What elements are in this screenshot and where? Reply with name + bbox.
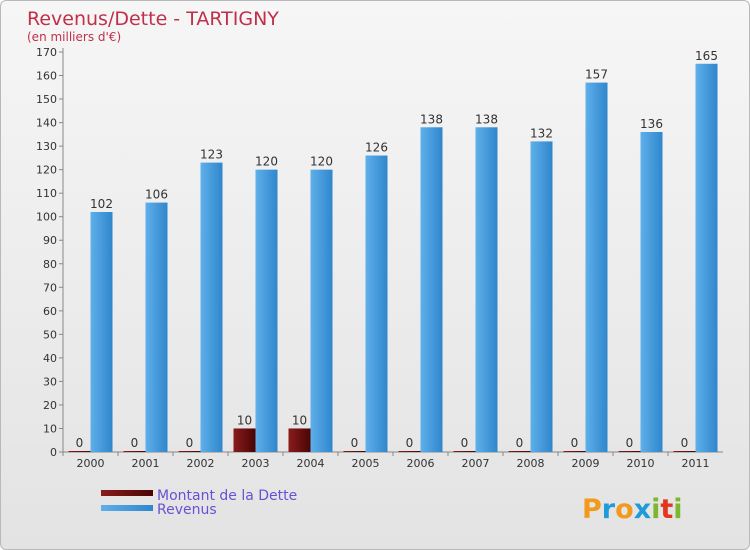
bar-debt	[68, 451, 91, 452]
data-label-revenue: 136	[640, 117, 663, 131]
data-label-revenue: 120	[310, 155, 333, 169]
x-tick-label: 2001	[132, 457, 160, 470]
x-tick-label: 2002	[187, 457, 215, 470]
legend-swatch-debt	[101, 490, 153, 496]
data-label-revenue: 138	[475, 112, 498, 126]
bar-revenue	[200, 162, 223, 452]
bar-debt	[508, 451, 531, 452]
data-label-debt: 0	[76, 436, 84, 450]
bar-revenue	[420, 127, 443, 452]
legend-label-revenue: Revenus	[157, 502, 217, 518]
y-tick-label: 0	[50, 446, 57, 459]
y-tick-label: 140	[36, 117, 57, 130]
logo-letter: o	[615, 494, 634, 525]
logo-letter: x	[634, 494, 651, 525]
legend-label-debt: Montant de la Dette	[157, 488, 297, 504]
y-tick-label: 40	[43, 352, 57, 365]
bar-revenue	[640, 132, 663, 452]
x-tick-label: 2006	[407, 457, 435, 470]
y-tick-label: 100	[36, 211, 57, 224]
bar-revenue	[90, 212, 113, 452]
bar-revenue	[695, 63, 718, 452]
data-label-revenue: 157	[585, 68, 608, 82]
bar-revenue	[475, 127, 498, 452]
x-tick-label: 2007	[462, 457, 490, 470]
bar-revenue	[365, 155, 388, 452]
bar-debt	[178, 451, 201, 452]
y-tick-label: 70	[43, 281, 57, 294]
data-label-debt: 0	[681, 436, 689, 450]
logo-letter: t	[660, 494, 673, 525]
bar-debt	[233, 428, 256, 452]
bar-debt	[673, 451, 696, 452]
data-label-revenue: 102	[90, 197, 113, 211]
bar-revenue	[585, 82, 608, 453]
x-ticks: 2000 2001 2002 2003 2004 2005 2006 2007 2008 2009…	[62, 452, 710, 470]
bar-debt	[288, 428, 311, 452]
data-label-revenue: 123	[200, 148, 223, 162]
x-tick-label: 2000	[77, 457, 105, 470]
y-tick-label: 110	[36, 187, 57, 200]
bar-revenue	[310, 169, 333, 452]
bar-revenue	[145, 202, 168, 452]
y-tick-label: 80	[43, 258, 57, 271]
data-label-debt: 0	[461, 436, 469, 450]
bars: 0 102 0 106 0 123 10 120 10 120 0 126 0 138 0 138 0 132 0 1…	[68, 49, 718, 453]
y-tick-label: 60	[43, 305, 57, 318]
x-tick-label: 2009	[572, 457, 600, 470]
y-tick-label: 20	[43, 399, 57, 412]
data-label-revenue: 138	[420, 112, 443, 126]
y-tick-label: 160	[36, 70, 57, 83]
bar-revenue	[255, 169, 278, 452]
x-tick-label: 2004	[297, 457, 325, 470]
data-label-revenue: 165	[695, 49, 718, 63]
bar-debt	[618, 451, 641, 452]
y-tick-label: 90	[43, 234, 57, 247]
data-label-debt: 0	[186, 436, 194, 450]
chart-title: Revenus/Dette - TARTIGNY	[27, 8, 279, 30]
logo-letter: P	[582, 494, 602, 525]
logo-letter: r	[602, 494, 616, 525]
x-tick-label: 2010	[627, 457, 655, 470]
legend: Montant de la Dette Revenus	[101, 488, 297, 518]
logo-letter: i	[651, 494, 660, 525]
y-tick-label: 10	[43, 422, 57, 435]
data-label-debt: 10	[292, 413, 307, 427]
data-label-debt: 0	[131, 436, 139, 450]
x-tick-label: 2003	[242, 457, 270, 470]
y-tick-label: 150	[36, 93, 57, 106]
y-tick-label: 120	[36, 164, 57, 177]
bar-debt	[563, 451, 586, 452]
chart-subtitle: (en milliers d'€)	[27, 30, 121, 44]
data-label-debt: 0	[516, 436, 524, 450]
bar-debt	[123, 451, 146, 452]
data-label-revenue: 120	[255, 155, 278, 169]
data-label-debt: 0	[571, 436, 579, 450]
data-label-revenue: 126	[365, 141, 388, 155]
x-tick-label: 2011	[682, 457, 710, 470]
proxiti-logo: Proxiti	[582, 494, 683, 525]
data-label-debt: 0	[626, 436, 634, 450]
data-label-debt: 0	[406, 436, 414, 450]
bar-debt	[398, 451, 421, 452]
data-label-debt: 10	[237, 413, 252, 427]
logo-letter: i	[673, 494, 682, 525]
y-tick-label: 30	[43, 375, 57, 388]
y-ticks: 0 10 20 30 40 50 60 70 80 90 100 110 120 130 140 150 160…	[36, 46, 63, 459]
data-label-revenue: 106	[145, 188, 168, 202]
data-label-revenue: 132	[530, 126, 553, 140]
x-tick-label: 2005	[352, 457, 380, 470]
bar-debt	[453, 451, 476, 452]
bar-debt	[343, 451, 366, 452]
y-tick-label: 50	[43, 328, 57, 341]
bar-revenue	[530, 141, 553, 453]
x-tick-label: 2008	[517, 457, 545, 470]
data-label-debt: 0	[351, 436, 359, 450]
legend-swatch-revenue	[101, 505, 153, 511]
y-tick-label: 170	[36, 46, 57, 59]
y-tick-label: 130	[36, 140, 57, 153]
